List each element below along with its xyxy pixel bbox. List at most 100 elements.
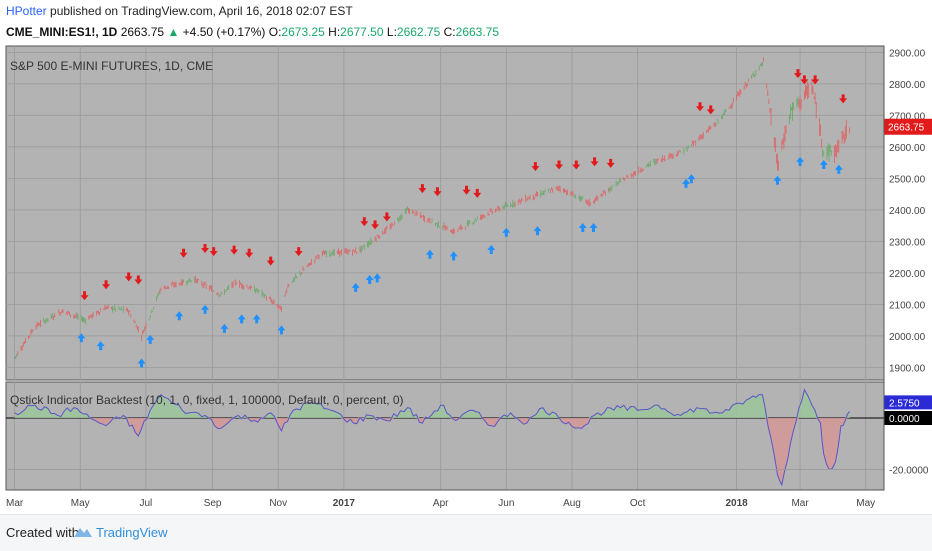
last-price: 2663.75: [120, 25, 165, 39]
time-axis[interactable]: Mar May Jul Sep Nov 2017 Apr Jun Aug Oct 2018 Mar Ma…: [6, 46, 885, 509]
time-tick-label: Jun: [498, 498, 514, 509]
open-label: O:: [268, 25, 282, 39]
sell-arrow-icon: [531, 162, 540, 172]
symbol-bar: CME_MINI:ES1!, 1D 2663.75 ▲ +4.50 (+0.17…: [6, 25, 499, 39]
time-tick-label: Oct: [630, 498, 646, 509]
time-tick-label: Mar: [791, 498, 809, 509]
sell-arrow-icon: [201, 243, 210, 253]
published-text: published on TradingView.com, April 16, …: [50, 4, 353, 18]
sell-arrow-icon: [839, 94, 848, 104]
time-tick-label: 2017: [333, 498, 356, 509]
last-price-label: 2663.75: [888, 123, 925, 134]
publish-info: HPotter published on TradingView.com, Ap…: [6, 4, 353, 18]
buy-arrow-icon: [819, 159, 828, 169]
author-link[interactable]: HPotter: [6, 4, 47, 18]
sell-arrow-icon: [245, 248, 254, 258]
buy-arrow-icon: [175, 311, 184, 321]
buy-arrow-icon: [578, 223, 587, 232]
buy-arrow-icon: [373, 273, 382, 283]
price-tick-label: 2800.00: [889, 80, 926, 91]
zero-badge: [884, 411, 932, 425]
sell-arrow-icon: [124, 272, 133, 282]
buy-arrow-icon: [351, 282, 360, 292]
buy-arrow-icon: [425, 249, 434, 259]
time-tick-label: Sep: [204, 498, 222, 509]
time-tick-label: Nov: [269, 498, 287, 509]
sell-arrow-icon: [134, 275, 143, 285]
low-value: 2662.75: [396, 25, 441, 39]
low-label: L:: [386, 25, 397, 39]
sell-arrow-icon: [360, 217, 369, 227]
close-value: 2663.75: [455, 25, 500, 39]
buy-arrow-icon: [487, 245, 496, 255]
footer: Created with TradingView: [0, 514, 932, 551]
oscillator-title: Qstick Indicator Backtest (10, 1, 0, fix…: [10, 393, 404, 407]
buy-arrow-icon: [146, 334, 155, 344]
time-tick-label: May: [856, 498, 875, 509]
created-with-text: Created with: [6, 525, 79, 540]
time-tick-label: May: [71, 498, 90, 509]
last-price-badge: [884, 118, 932, 135]
price-tick-label: 1900.00: [889, 363, 926, 374]
up-triangle-icon: ▲: [167, 25, 180, 39]
buy-arrow-icon: [773, 175, 782, 185]
high-value: 2677.50: [340, 25, 384, 39]
sell-arrow-icon: [696, 102, 705, 112]
open-value: 2673.25: [281, 25, 325, 39]
sell-arrow-icon: [80, 291, 89, 301]
buy-arrow-icon: [682, 178, 691, 188]
sell-arrow-icon: [266, 256, 275, 266]
buy-arrow-icon: [365, 274, 374, 284]
buy-arrow-icon: [796, 156, 805, 166]
sell-arrow-icon: [294, 247, 303, 257]
sell-arrow-icon: [462, 185, 471, 195]
price-tick-label: 2500.00: [889, 174, 926, 185]
buy-arrow-icon: [237, 314, 246, 324]
sell-arrow-icon: [418, 184, 427, 194]
time-tick-label: Mar: [6, 498, 24, 509]
sell-arrow-icon: [555, 160, 564, 170]
time-tick-label: Aug: [563, 498, 581, 509]
sell-arrow-icon: [433, 187, 442, 197]
price-tick-label: 2100.00: [889, 300, 926, 311]
sell-arrow-icon: [179, 248, 188, 258]
price-tick-label: 2200.00: [889, 269, 926, 280]
price-change: +4.50 (+0.17%): [182, 25, 266, 39]
oscillator-positive-area: [14, 389, 850, 418]
oscillator-tick-label: -20.0000: [889, 465, 929, 476]
sell-arrow-icon: [572, 160, 581, 170]
price-pane-background: [5, 45, 885, 381]
buy-arrow-icon: [502, 227, 511, 237]
price-tick-label: 2600.00: [889, 143, 926, 154]
time-tick-label: Jul: [139, 498, 152, 509]
time-tick-label: 2018: [725, 498, 748, 509]
buy-arrow-icon: [834, 164, 843, 174]
sell-arrow-icon: [606, 158, 615, 168]
buy-arrow-icon: [589, 223, 598, 232]
sell-arrow-icon: [209, 247, 218, 257]
sell-arrow-icon: [371, 220, 380, 230]
buy-arrow-icon: [449, 251, 458, 261]
time-tick-label: Apr: [433, 498, 449, 509]
buy-arrow-icon: [201, 304, 210, 314]
high-label: H:: [328, 25, 341, 39]
price-chart-title: S&P 500 E-MINI FUTURES, 1D, CME: [10, 59, 213, 73]
price-tick-label: 2400.00: [889, 206, 926, 217]
candles: [14, 57, 850, 359]
chart-canvas[interactable]: 2900.00 2800.00 2700.00 2600.00 2500.00 2400.…: [0, 0, 932, 514]
buy-arrow-icon: [137, 358, 146, 368]
buy-arrow-icon: [277, 325, 286, 335]
oscillator-pane[interactable]: -20.0000 2.5750 0.0000: [5, 381, 932, 491]
zero-label: 0.0000: [889, 414, 920, 425]
buy-arrow-icon: [220, 323, 229, 333]
sell-arrow-icon: [800, 75, 809, 85]
sell-arrow-icon: [473, 188, 482, 198]
price-tick-label: 2000.00: [889, 332, 926, 343]
price-pane[interactable]: 2900.00 2800.00 2700.00 2600.00 2500.00 2400.…: [5, 45, 932, 490]
tradingview-logo-icon: [74, 528, 92, 537]
tradingview-brand[interactable]: TradingView: [96, 525, 168, 540]
close-label: C:: [443, 25, 456, 39]
price-tick-label: 2700.00: [889, 111, 926, 122]
sell-arrow-icon: [102, 280, 111, 290]
buy-arrow-icon: [252, 314, 261, 324]
